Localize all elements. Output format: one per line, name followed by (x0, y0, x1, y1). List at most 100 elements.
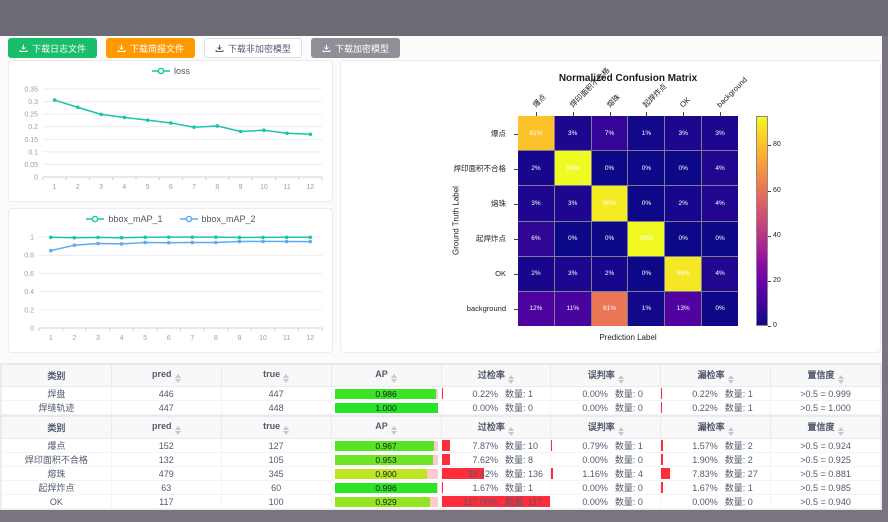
ap-bar-track: 0.953 (334, 454, 438, 465)
axis-tick (514, 133, 518, 135)
confusion-matrix-panel: Normalized Confusion Matrix Ground Truth… (340, 60, 881, 353)
column-header-AP[interactable]: AP (330, 416, 442, 439)
svg-text:1: 1 (30, 235, 34, 242)
table-row: OK 117 100 0.929 117.00% 数量: 117 0.00% 数量: 0 0.0… (1, 494, 881, 509)
rate-bar (441, 468, 485, 479)
rate-count: 数量: 1 (505, 483, 534, 493)
svg-text:0.4: 0.4 (24, 289, 34, 296)
ap-value: 1.000 (375, 402, 397, 413)
rate-percent: 7.87% (472, 440, 499, 451)
svg-text:0.6: 0.6 (24, 271, 34, 278)
colorbar-tick-label: 40 (773, 231, 781, 239)
matrix-cell: 3% (554, 186, 591, 221)
over-detection-rate-cell: 1.67% 数量: 1 (440, 480, 552, 495)
matrix-cell: 1% (628, 116, 665, 151)
download-icon (117, 44, 126, 52)
rate-percent: 0.00% (582, 388, 608, 399)
cm-row-label: 焊印面积不合格 (453, 164, 507, 173)
column-header-漏检率[interactable]: 漏检率 (660, 364, 772, 387)
column-header-label: 置信度 (807, 369, 835, 380)
column-header-过检率[interactable]: 过检率 (440, 416, 552, 439)
ap-bar-track: 0.929 (334, 496, 438, 507)
column-header-误判率[interactable]: 误判率 (550, 416, 662, 439)
confidence-cell: >0.5 = 1.000 (770, 400, 881, 415)
column-header-label: 置信度 (807, 421, 835, 432)
colorbar (756, 116, 768, 326)
legend-item-bbox_mAP_1[interactable]: bbox_mAP_1 (85, 214, 163, 224)
svg-text:0.15: 0.15 (24, 137, 38, 144)
colorbar-tick (768, 145, 771, 147)
miss-rate-cell: 1.57% 数量: 2 (660, 438, 772, 453)
rate-count: 数量: 1 (614, 441, 643, 451)
svg-text:4: 4 (122, 184, 126, 191)
column-header-置信度[interactable]: 置信度 (770, 364, 881, 387)
weld-summary-table: 类别 pred true AP 过检率 误判率 漏检率 置信度 焊盘 446 447 0.986 0.2… (0, 363, 882, 416)
rate-count: 数量: 0 (614, 403, 643, 413)
confusion-matrix-grid: 81% 3% 7% 1% 3% 3% 2% 93% 0% 0% 0% 4% 3% 3% 90% 0% 2% 4% 6… (518, 116, 738, 326)
column-header-过检率[interactable]: 过检率 (440, 364, 552, 387)
rate-cell-content: 1.57% 数量: 2 (661, 440, 770, 452)
rate-count: 数量: 0 (614, 497, 643, 507)
download-log-button[interactable]: 下载日志文件 (8, 38, 98, 58)
chart-legend: loss (9, 66, 332, 76)
rate-bar (661, 402, 663, 413)
legend-item-bbox_mAP_2[interactable]: bbox_mAP_2 (179, 214, 256, 224)
svg-text:2: 2 (76, 184, 80, 191)
rate-count: 数量: 10 (505, 441, 539, 451)
sort-caret-icon (283, 373, 290, 383)
ap-bar (334, 440, 435, 451)
download-icon (215, 44, 224, 52)
matrix-cell: 0% (665, 221, 702, 256)
column-header-true[interactable]: true (220, 364, 332, 387)
column-header-类别: 类别 (1, 416, 112, 439)
ap-cell: 0.986 (330, 386, 442, 401)
svg-text:0.35: 0.35 (24, 87, 38, 94)
column-header-label: pred (152, 368, 172, 379)
column-header-误判率[interactable]: 误判率 (550, 364, 662, 387)
category-cell: 起焊炸点 (1, 480, 112, 495)
column-header-label: pred (152, 420, 172, 431)
column-header-pred[interactable]: pred (110, 364, 222, 387)
download-unencrypted-model-button[interactable]: 下载非加密模型 (204, 38, 303, 58)
rate-bar (661, 454, 664, 465)
svg-text:0.1: 0.1 (28, 149, 38, 156)
column-header-label: 误判率 (587, 421, 615, 432)
rate-count: 数量: 0 (614, 389, 643, 399)
rate-percent: 1.67% (692, 482, 718, 493)
page-content: 下载日志文件 下载简报文件 下载非加密模型 下载加密模型 loss 0 0.05 0.… (0, 36, 882, 510)
rate-percent: 0.22% (472, 388, 499, 399)
rate-count: 数量: 1 (724, 483, 753, 493)
defect-summary-table: 类别 pred true AP 过检率 误判率 漏检率 置信度 爆点 152 127 0.967 7.8… (0, 415, 882, 510)
column-header-AP[interactable]: AP (330, 364, 442, 387)
download-report-button[interactable]: 下载简报文件 (106, 38, 196, 58)
column-header-true[interactable]: true (220, 416, 332, 439)
column-header-label: AP (375, 420, 388, 431)
axis-tick (514, 308, 518, 310)
matrix-cell: 13% (665, 291, 702, 326)
matrix-cell: 4% (702, 186, 738, 221)
column-header-pred[interactable]: pred (110, 416, 222, 439)
svg-text:0: 0 (34, 175, 38, 182)
rate-cell-content: 117.00% 数量: 117 (441, 496, 550, 508)
column-header-漏检率[interactable]: 漏检率 (660, 416, 772, 439)
svg-text:4: 4 (120, 335, 124, 342)
rate-percent: 1.16% (582, 468, 608, 479)
rate-cell-content: 1.67% 数量: 1 (441, 482, 550, 494)
rate-count: 数量: 117 (505, 497, 543, 507)
legend-item-loss[interactable]: loss (151, 66, 190, 76)
miss-rate-cell: 0.00% 数量: 0 (660, 494, 772, 509)
ap-bar (334, 402, 438, 413)
axis-tick (646, 112, 648, 116)
miss-rate-cell: 7.83% 数量: 27 (660, 466, 772, 481)
confidence-cell: >0.5 = 0.985 (770, 480, 881, 495)
true-count-cell: 448 (220, 400, 332, 415)
pred-count-cell: 132 (110, 452, 222, 467)
download-encrypted-model-button[interactable]: 下载加密模型 (311, 38, 401, 58)
column-header-置信度[interactable]: 置信度 (770, 416, 881, 439)
column-header-label: 误判率 (587, 369, 615, 380)
axis-tick (683, 112, 684, 116)
table-header: 类别 pred true AP 过检率 误判率 漏检率 置信度 (1, 416, 881, 439)
colorbar-tick (768, 235, 771, 237)
sort-caret-icon (617, 374, 624, 384)
svg-text:2: 2 (72, 335, 76, 342)
